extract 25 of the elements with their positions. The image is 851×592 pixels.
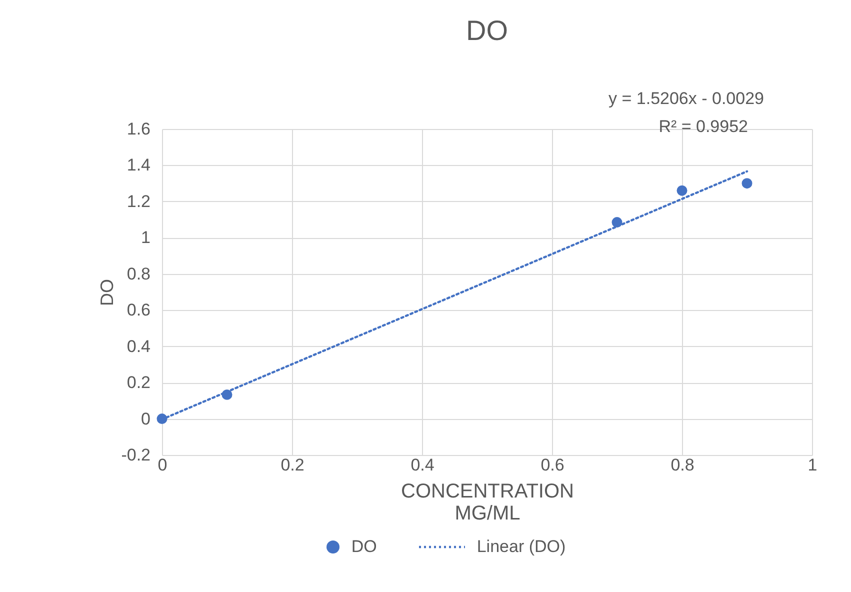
y-tick-label: 0.8 <box>126 264 150 284</box>
legend-label: DO <box>351 537 377 557</box>
x-tick-label: 0.8 <box>670 456 694 474</box>
annotation: R² = 0.9952 <box>658 117 748 136</box>
point <box>742 178 752 189</box>
y-axis-title: DO <box>97 279 118 306</box>
chart-title: DO <box>466 15 508 46</box>
y-tick-label: 1.4 <box>126 156 150 175</box>
y-tick-label: 0.2 <box>126 373 150 392</box>
y-tick-label: 0.6 <box>126 300 150 320</box>
x-tick-label: 0.2 <box>280 456 304 474</box>
x-tick-label: 0.6 <box>540 456 564 474</box>
x-tick-label: 1 <box>808 456 818 474</box>
y-tick-label: 0.4 <box>126 336 150 356</box>
y-tick-label: 0 <box>141 409 150 428</box>
y-tick-label: 1.6 <box>126 120 150 138</box>
point <box>676 185 688 196</box>
x-tick-label: 0 <box>158 456 168 474</box>
x-axis-title: CONCENTRATION MG/ML <box>401 480 574 524</box>
y-tick-label: 1 <box>141 228 150 248</box>
legend-label: Linear (DO) <box>476 537 566 557</box>
y-tick-label: -0.2 <box>121 446 150 464</box>
text: y = 1.5206x - 0.0029 <box>608 89 764 108</box>
x-tick-label: 0.4 <box>410 456 434 474</box>
y-tick-label: 1.2 <box>126 192 150 211</box>
